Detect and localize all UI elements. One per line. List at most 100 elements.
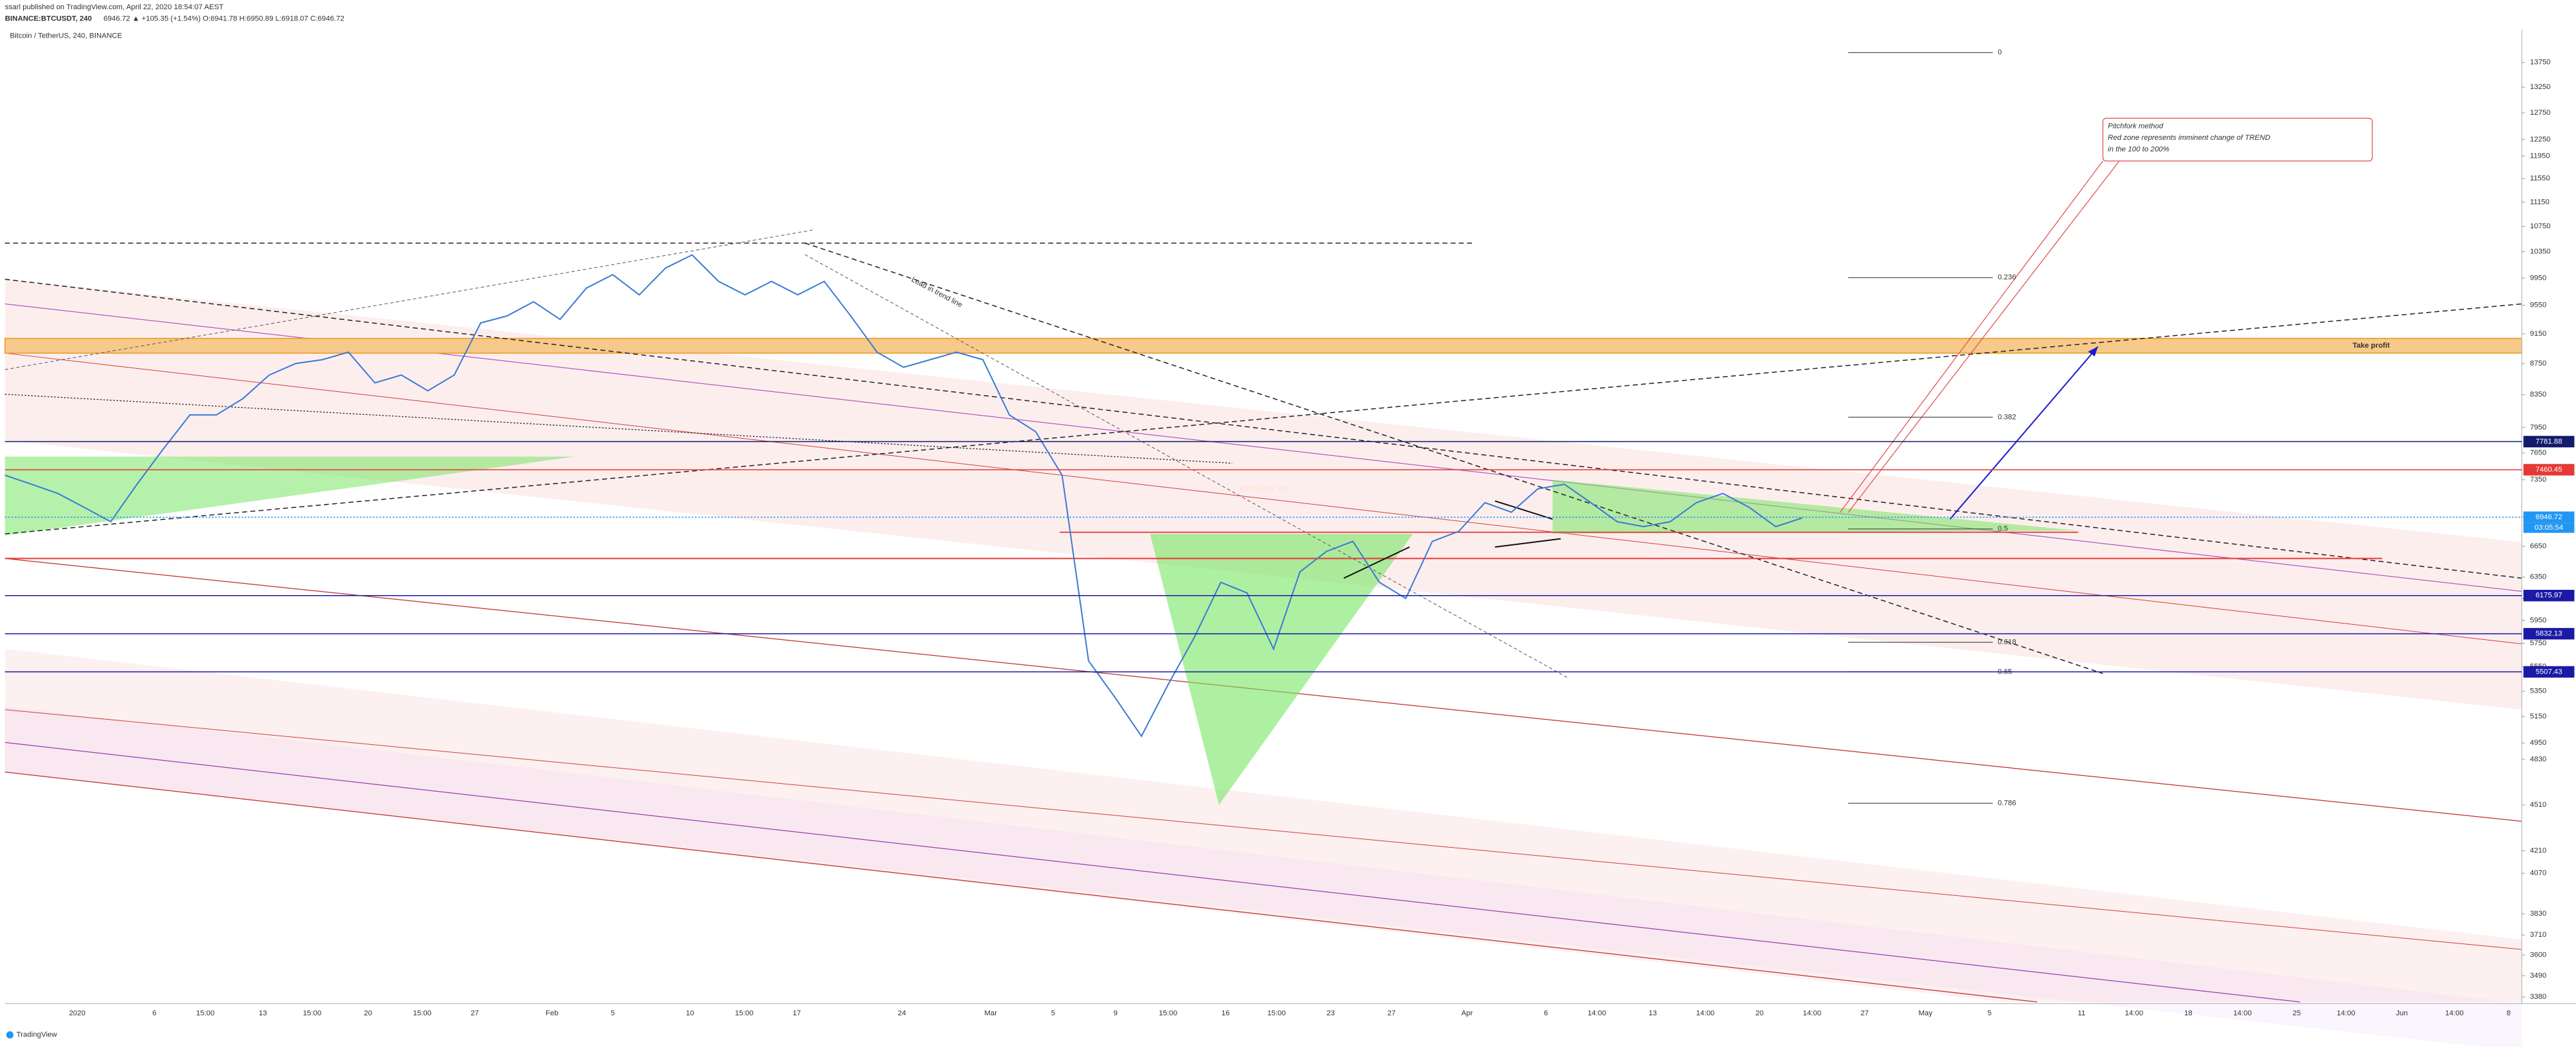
x-tick-label: May bbox=[1918, 1009, 1933, 1017]
x-tick-label: 6 bbox=[1544, 1009, 1548, 1017]
x-tick-label: 24 bbox=[898, 1009, 906, 1017]
x-tick-label: 13 bbox=[259, 1009, 267, 1017]
fib-label: 0.236 bbox=[1998, 274, 2016, 282]
symbol: BINANCE:BTCUSDT, 240 bbox=[5, 15, 92, 23]
channel-zone bbox=[5, 706, 2522, 1047]
x-tick-label: 14:00 bbox=[2234, 1009, 2252, 1017]
x-tick-label: 14:00 bbox=[1696, 1009, 1714, 1017]
y-tick-label: 12250 bbox=[2530, 135, 2550, 143]
price-label-box bbox=[2523, 435, 2575, 448]
y-tick-label: 4510 bbox=[2530, 801, 2546, 809]
x-tick-label: 15:00 bbox=[196, 1009, 214, 1017]
x-tick-label: 6 bbox=[152, 1009, 156, 1017]
x-tick-label: 14:00 bbox=[1803, 1009, 1821, 1017]
y-tick-label: 11550 bbox=[2530, 175, 2550, 183]
note-text: in the 100 to 200% bbox=[2108, 146, 2169, 154]
price-label: 6175.97 bbox=[2536, 592, 2562, 600]
note-text: Red zone represents imminent change of T… bbox=[2108, 134, 2270, 142]
x-tick-label: 13 bbox=[1649, 1009, 1657, 1017]
countdown: 03:05:54 bbox=[2534, 524, 2563, 532]
channel-line bbox=[5, 709, 2522, 950]
price-label-box bbox=[2523, 590, 2575, 602]
x-tick-label: 10 bbox=[686, 1009, 693, 1017]
x-tick-label: Mar bbox=[984, 1009, 998, 1017]
x-tick-label: Feb bbox=[546, 1009, 558, 1017]
price-label: 5832.13 bbox=[2536, 630, 2562, 638]
quote: 6946.72 ▲ +105.35 (+1.54%) O:6941.78 H:6… bbox=[104, 15, 344, 23]
y-tick-label: 3490 bbox=[2530, 972, 2546, 980]
callout-line bbox=[1840, 160, 2104, 513]
logo-icon bbox=[6, 1031, 14, 1039]
trend-line bbox=[5, 303, 2522, 534]
y-tick-label: 6650 bbox=[2530, 542, 2546, 550]
target-arrow bbox=[1949, 346, 2099, 520]
x-tick-label: 15:00 bbox=[1268, 1009, 1286, 1017]
channel-line bbox=[5, 742, 2300, 1003]
x-tick-label: 14:00 bbox=[1588, 1009, 1606, 1017]
x-tick-label: 5 bbox=[1987, 1009, 1991, 1017]
x-tick-label: 14:00 bbox=[2445, 1009, 2464, 1017]
fib-label: 0 bbox=[1998, 49, 2002, 57]
trend-line bbox=[1495, 500, 1553, 520]
fib-label: 0.618 bbox=[1998, 638, 2016, 646]
y-tick-label: 12750 bbox=[2530, 109, 2550, 117]
y-tick-label: 5350 bbox=[2530, 687, 2546, 695]
x-tick-label: 8 bbox=[2507, 1009, 2511, 1017]
x-tick-label: 17 bbox=[792, 1009, 800, 1017]
trend-line bbox=[1495, 538, 1561, 548]
x-tick-label: 9 bbox=[1113, 1009, 1117, 1017]
channel-zone bbox=[5, 649, 2522, 1002]
x-tick-label: 18 bbox=[2184, 1009, 2192, 1017]
channel-zone bbox=[5, 279, 2522, 710]
x-tick-label: 5 bbox=[1051, 1009, 1055, 1017]
footer-logo: TradingView bbox=[16, 1031, 57, 1039]
x-tick-label: 5 bbox=[611, 1009, 615, 1017]
trend-line bbox=[804, 242, 2104, 674]
trend-line bbox=[804, 254, 1569, 679]
x-tick-label: 14:00 bbox=[2336, 1009, 2355, 1017]
y-tick-label: 5750 bbox=[2530, 639, 2546, 647]
x-tick-label: 15:00 bbox=[735, 1009, 754, 1017]
trend-line bbox=[1343, 546, 1410, 579]
y-tick-label: 3710 bbox=[2530, 931, 2546, 939]
channel-line bbox=[5, 771, 2038, 1003]
x-tick-label: 15:00 bbox=[1159, 1009, 1177, 1017]
y-tick-label: 6350 bbox=[2530, 573, 2546, 581]
price-label-box bbox=[2523, 464, 2575, 476]
countdown-box bbox=[2523, 523, 2575, 533]
y-tick-label: 7650 bbox=[2530, 449, 2546, 457]
y-tick-label: 8750 bbox=[2530, 360, 2546, 367]
take-profit-label: Take profit bbox=[2352, 342, 2390, 350]
y-tick-label: 10350 bbox=[2530, 247, 2550, 255]
y-tick-label: 3380 bbox=[2530, 993, 2546, 1001]
y-tick-label: 4210 bbox=[2530, 847, 2546, 855]
y-tick-label: 9950 bbox=[2530, 274, 2546, 282]
watermark: BTCUSDT, 240 bbox=[1240, 486, 1290, 493]
price-label: 7781.88 bbox=[2536, 437, 2562, 445]
y-tick-label: 7350 bbox=[2530, 476, 2546, 484]
fib-label: 0.5 bbox=[1998, 525, 2009, 533]
price-label: 7460.45 bbox=[2536, 466, 2562, 474]
y-tick-label: 9150 bbox=[2530, 330, 2546, 338]
y-tick-label: 4950 bbox=[2530, 739, 2546, 747]
x-tick-label: 14:00 bbox=[2125, 1009, 2143, 1017]
triangle-zone bbox=[5, 457, 575, 536]
x-tick-label: Apr bbox=[1462, 1009, 1473, 1017]
take-profit-zone bbox=[4, 338, 2523, 354]
triangle-zone bbox=[1552, 480, 2078, 534]
x-tick-label: 2020 bbox=[69, 1009, 86, 1017]
x-tick-label: Jun bbox=[2396, 1009, 2408, 1017]
price-label-box bbox=[2523, 511, 2575, 523]
x-tick-label: 23 bbox=[1327, 1009, 1335, 1017]
y-tick-label: 5150 bbox=[2530, 713, 2546, 720]
y-tick-label: 13750 bbox=[2530, 59, 2550, 67]
y-tick-label: 3600 bbox=[2530, 951, 2546, 959]
y-tick-label: 11150 bbox=[2530, 198, 2549, 206]
callout-line bbox=[1848, 160, 2120, 513]
note-text: Pitchfork method bbox=[2108, 123, 2164, 131]
price-line bbox=[5, 254, 1803, 738]
trend-line bbox=[5, 230, 814, 370]
x-tick-label: 15:00 bbox=[413, 1009, 432, 1017]
